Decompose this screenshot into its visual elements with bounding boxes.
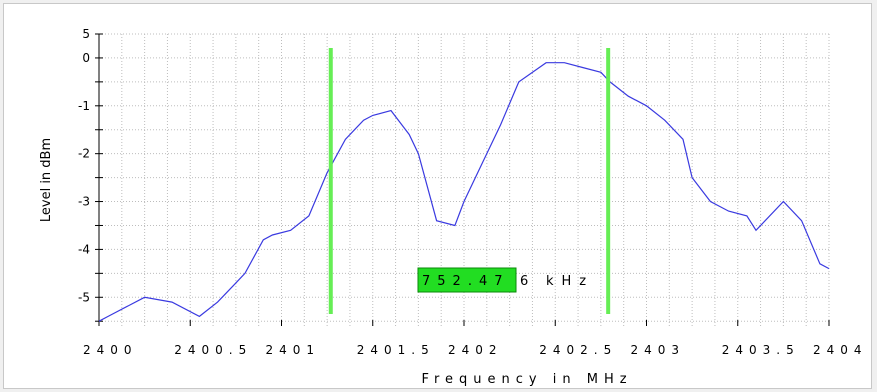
- y-tick-label: -2: [78, 147, 90, 161]
- chart-frame: 5 0 -1 -2 -3 -4 -5 2400 2400.5 2401 2401.5 2402 240…: [3, 3, 872, 389]
- y-tick-label: 5: [82, 27, 90, 41]
- x-tick-label: 2400.5: [174, 343, 252, 357]
- x-tick-label: 2401: [266, 343, 321, 357]
- y-tick-label: -4: [78, 242, 90, 256]
- x-tick-label: 2402: [448, 343, 503, 357]
- spectrum-chart: 50-1-2-3-4-5 2400 2400.5 2401 2401.5 2402 240…: [39, 27, 868, 387]
- x-axis-title: Frequency in MHz: [421, 372, 632, 387]
- x-tick-label: 2400: [83, 343, 138, 357]
- y-tick-label: -5: [78, 290, 90, 304]
- x-tick-label: 2401.5: [357, 343, 435, 357]
- bandwidth-readout-box: [417, 267, 517, 293]
- x-tick-label: 2403: [631, 343, 686, 357]
- y-tick-label: -1: [78, 99, 90, 113]
- x-tick-label: 2402.5: [539, 343, 617, 357]
- bandwidth-readout-unit: kHz: [546, 274, 594, 289]
- x-tick-labels: 2400 2400.5 2401 2401.5 2402 2402.5 2403 2403.5…: [83, 343, 868, 357]
- y-tick-label: -3: [78, 195, 90, 209]
- bandwidth-readout-rest: 6: [520, 274, 528, 289]
- bandwidth-readout-value: 752.47: [422, 274, 510, 289]
- y-tick-labels: 5 0 -1 -2 -3 -4 -5: [78, 27, 90, 304]
- x-tick-label: 2403.5: [722, 343, 800, 357]
- x-tick-label: 2404: [813, 343, 868, 357]
- spectrum-trace: [98, 62, 830, 322]
- y-axis-title: Level in dBm: [39, 138, 54, 222]
- y-tick-label: 0: [82, 51, 90, 65]
